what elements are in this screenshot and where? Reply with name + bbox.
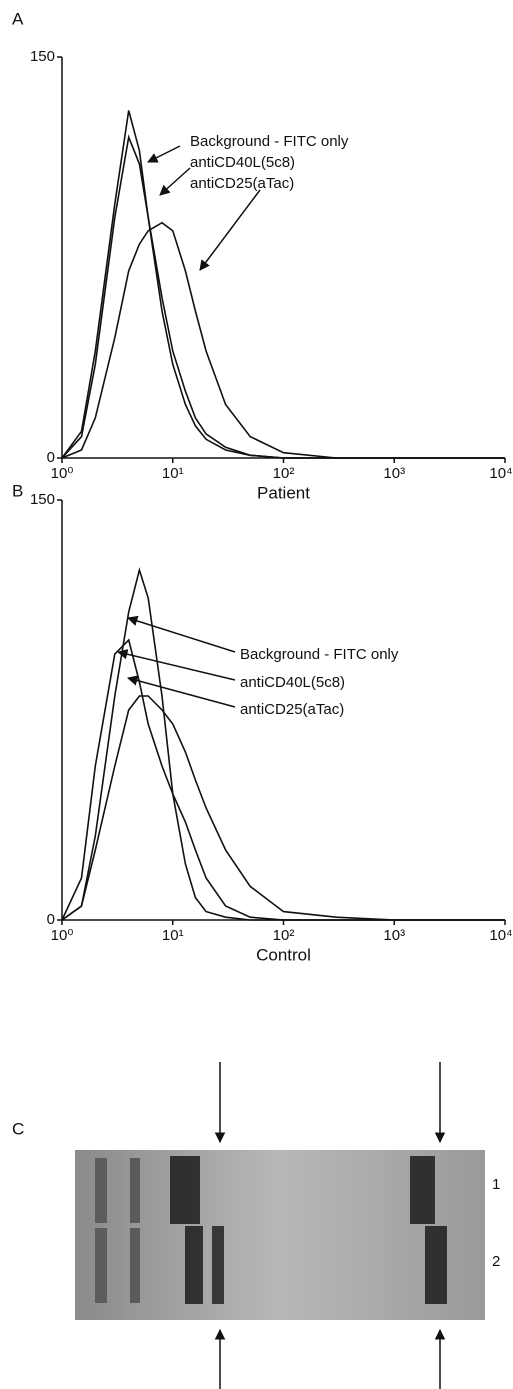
histogram-line	[61, 695, 505, 921]
series-label: antiCD25(aTac)	[190, 175, 294, 192]
arrow	[116, 649, 236, 681]
gel-panel: 1 2	[75, 1062, 500, 1389]
x-axis-label: Control	[256, 945, 311, 964]
y-tick-label: 0	[47, 911, 55, 928]
series-label: antiCD25(aTac)	[240, 701, 344, 718]
series-label: Background - FITC only	[190, 133, 349, 150]
gel-bands	[95, 1156, 447, 1304]
arrow	[199, 189, 261, 271]
x-tick-label: 10¹	[162, 465, 184, 482]
histogram-line	[61, 638, 505, 921]
arrow	[147, 145, 181, 163]
panel-label: B	[12, 481, 23, 500]
x-tick-label: 10³	[383, 927, 405, 944]
y-tick-label: 150	[30, 48, 55, 65]
lane-label: 1	[492, 1176, 500, 1193]
series-label: Background - FITC only	[240, 646, 399, 663]
series-label: antiCD40L(5c8)	[240, 674, 345, 691]
y-tick-label: 150	[30, 491, 55, 508]
histogram-line	[61, 567, 505, 921]
x-tick-label: 10²	[273, 927, 295, 944]
y-tick-label: 0	[47, 449, 55, 466]
series-label: antiCD40L(5c8)	[190, 154, 295, 171]
x-tick-label: 10²	[273, 465, 295, 482]
arrow	[159, 167, 191, 196]
panel-label: C	[12, 1119, 24, 1138]
arrow	[126, 615, 236, 653]
x-tick-label: 10⁴	[489, 927, 512, 944]
x-tick-label: 10⁰	[51, 465, 74, 482]
x-tick-label: 10⁴	[489, 465, 512, 482]
histogram-line	[61, 221, 505, 459]
x-tick-label: 10³	[383, 465, 405, 482]
x-tick-label: 10¹	[162, 927, 184, 944]
panel-label: A	[12, 9, 24, 28]
arrow	[126, 675, 236, 708]
x-axis-label: Patient	[257, 483, 310, 502]
histogram-line	[61, 134, 505, 459]
x-tick-label: 10⁰	[51, 927, 74, 944]
lane-label: 2	[492, 1253, 500, 1270]
